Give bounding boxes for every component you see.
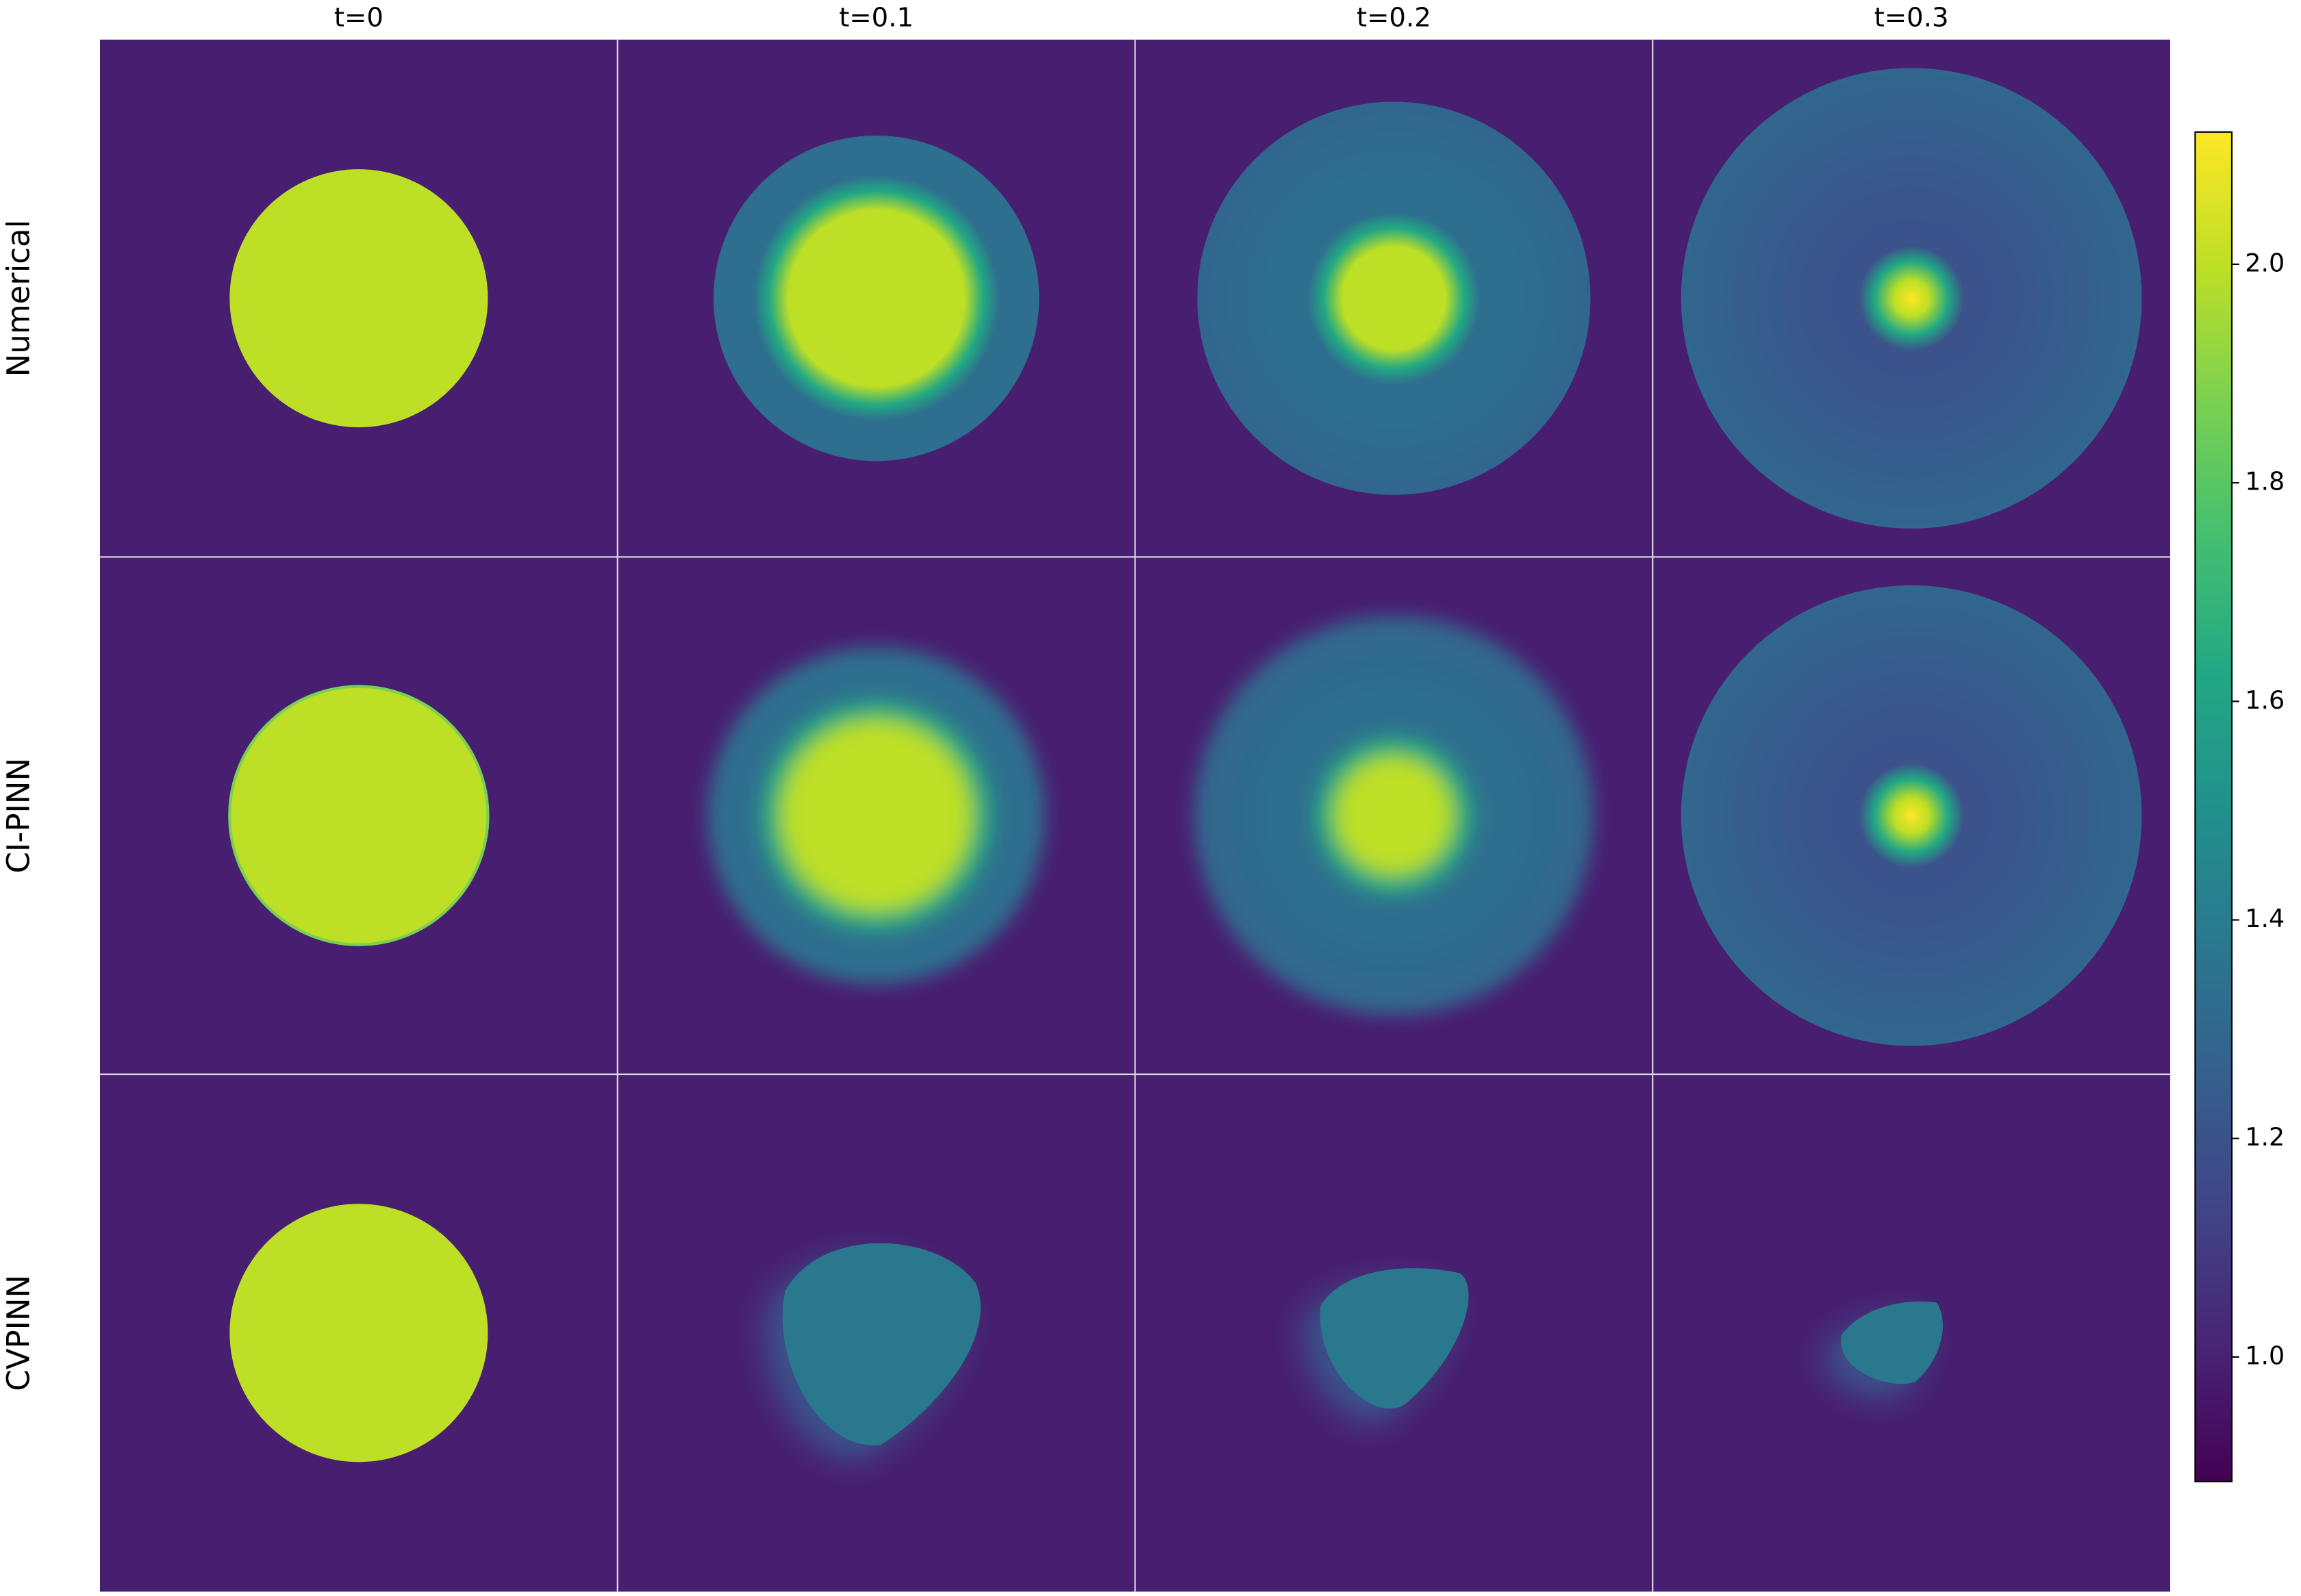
colorbar-tick-label: 1.0 [2245,1341,2285,1370]
heatmap-panel [1652,39,2171,557]
column-title: t=0.3 [1874,2,1949,33]
density-disk [1681,68,2142,529]
heatmap-panel [99,557,618,1074]
density-disk [228,685,490,946]
colorbar-tick-label: 1.4 [2245,904,2285,933]
density-blob [782,1243,981,1445]
heatmap-panel [1135,1074,1653,1592]
row-label: CI-PINN [0,758,36,874]
column-title: t=0.2 [1357,2,1431,33]
density-disk [1194,616,1594,1015]
density-blob [1320,1268,1469,1409]
density-disk [707,646,1046,985]
heatmap-panel [617,557,1135,1074]
density-blob [1841,1301,1943,1384]
heatmap-panel [1652,557,2171,1074]
row-label: CVPINN [0,1275,36,1391]
heatmap-panel [617,39,1135,557]
density-disk [229,1204,488,1462]
density-disk [229,169,488,428]
row-label: Numerical [0,220,36,377]
heatmap-panel [99,1074,618,1592]
density-disk [1681,585,2142,1046]
colorbar-tick-label: 1.2 [2245,1122,2285,1152]
column-title: t=0 [334,2,384,33]
colorbar-tick-label: 2.0 [2245,248,2285,277]
heatmap-panel [617,1074,1135,1592]
column-title: t=0.1 [839,2,914,33]
heatmap-panel [1135,39,1653,557]
colorbar-tick-label: 1.8 [2245,467,2285,496]
heatmap-panel [1652,1074,2171,1592]
colorbar [2194,131,2233,1482]
density-disk [1197,101,1591,495]
colorbar-tick-label: 1.6 [2245,685,2285,715]
heatmap-panel [99,39,618,557]
heatmap-panel [1135,557,1653,1074]
density-disk [713,135,1040,461]
